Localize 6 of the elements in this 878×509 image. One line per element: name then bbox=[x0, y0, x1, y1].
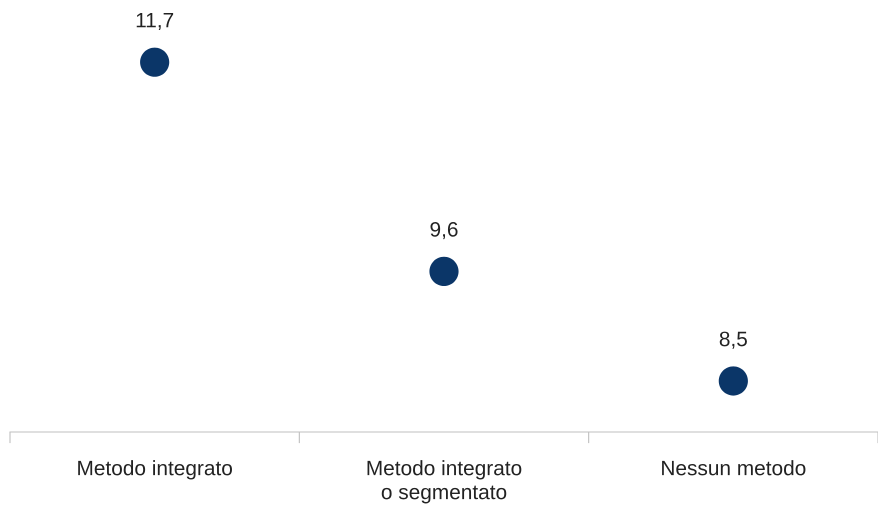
x-tick-label: Nessun metodo bbox=[662, 460, 806, 476]
data-label: 8,5 bbox=[720, 332, 747, 349]
x-tick-label: Metodo integrato bbox=[78, 460, 232, 480]
data-label: 11,7 bbox=[136, 12, 174, 30]
data-label: 9,6 bbox=[430, 222, 458, 240]
x-tick-label: Metodo integrato o segmentato bbox=[368, 460, 522, 504]
